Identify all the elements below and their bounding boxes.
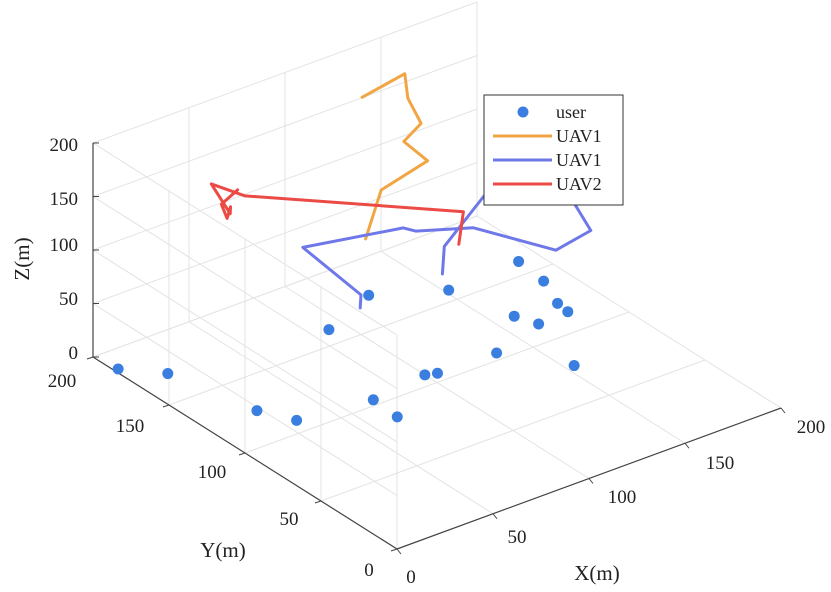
x-tick-label: 200: [797, 417, 826, 438]
uav1-trajectory-6e78e8: [301, 151, 593, 310]
user-point: [391, 411, 403, 423]
grid-line: [380, 250, 686, 444]
legend-label-uav1-blue: UAV1: [556, 150, 602, 170]
z-axis-label: Z(m): [10, 237, 34, 280]
y-axis-label: Y(m): [200, 538, 246, 562]
user-point: [508, 310, 520, 322]
x-tick-mark: [396, 548, 402, 555]
legend-label-uav1-orange: UAV1: [556, 126, 602, 146]
z-tick-label: 0: [69, 343, 79, 364]
y-tick-mark: [314, 500, 322, 504]
grid-line: [92, 1, 478, 144]
grid-line: [92, 249, 398, 443]
user-point: [568, 360, 580, 372]
grid-line: [92, 196, 398, 389]
x-tick-label: 0: [406, 567, 416, 588]
series-layer: [112, 72, 593, 426]
user-point: [112, 363, 124, 375]
y-tick-mark: [162, 404, 170, 408]
axis-labels: X(m) Y(m) Z(m): [10, 237, 620, 585]
user-point: [533, 318, 545, 330]
z-tick-label: 100: [50, 235, 79, 256]
user-point: [562, 306, 574, 318]
z-tick-label: 150: [50, 189, 79, 210]
legend-marker-user: [517, 106, 529, 118]
grid-line: [168, 263, 554, 406]
y-tick-mark: [86, 356, 94, 360]
legend-label-uav2: UAV2: [556, 174, 602, 194]
user-point: [419, 369, 431, 381]
tick-labels: 0 50 100 150 200 0 50 100 150 200 0 50 1…: [48, 135, 826, 588]
grid-line: [244, 311, 630, 454]
user-point: [513, 255, 525, 267]
uav2-trajectory-eb4a45: [209, 182, 465, 246]
user-point: [162, 368, 174, 380]
x-axis-label: X(m): [574, 561, 620, 585]
legend: user UAV1 UAV1 UAV2: [483, 94, 624, 206]
x-tick-label: 150: [706, 453, 735, 474]
x-tick-label: 100: [608, 487, 637, 508]
y-tick-mark: [238, 452, 246, 456]
user-point: [538, 275, 550, 287]
legend-box: [483, 94, 624, 206]
y-tick-label: 50: [280, 509, 299, 530]
x-tick-mark: [492, 513, 498, 520]
grid-line: [92, 215, 478, 358]
user-point: [363, 289, 375, 301]
y-tick-label: 100: [198, 462, 227, 483]
user-point: [443, 284, 455, 296]
uav1-trajectory-f2a544: [360, 72, 430, 241]
grid-layer: [92, 1, 782, 550]
user-point: [291, 414, 303, 426]
y-tick-label: 150: [116, 416, 145, 437]
y-tick-label: 200: [48, 371, 77, 392]
grid-line: [92, 142, 398, 336]
x-tick-mark: [780, 407, 786, 414]
legend-label-user: user: [556, 102, 586, 122]
grid-line: [476, 215, 782, 409]
user-point: [251, 405, 263, 417]
grid-line: [92, 55, 478, 197]
user-point: [323, 324, 335, 336]
x-tick-mark: [684, 442, 690, 449]
z-tick-label: 200: [50, 135, 79, 156]
user-point: [552, 297, 564, 309]
user-point: [367, 394, 379, 406]
y-tick-label: 0: [364, 560, 374, 581]
x-tick-label: 50: [508, 527, 527, 548]
x-tick-mark: [588, 478, 594, 484]
y-tick-mark: [390, 548, 398, 552]
axis-layer: [86, 142, 786, 555]
z-tick-label: 50: [59, 289, 78, 310]
user-point: [491, 347, 503, 359]
user-point: [431, 367, 443, 379]
